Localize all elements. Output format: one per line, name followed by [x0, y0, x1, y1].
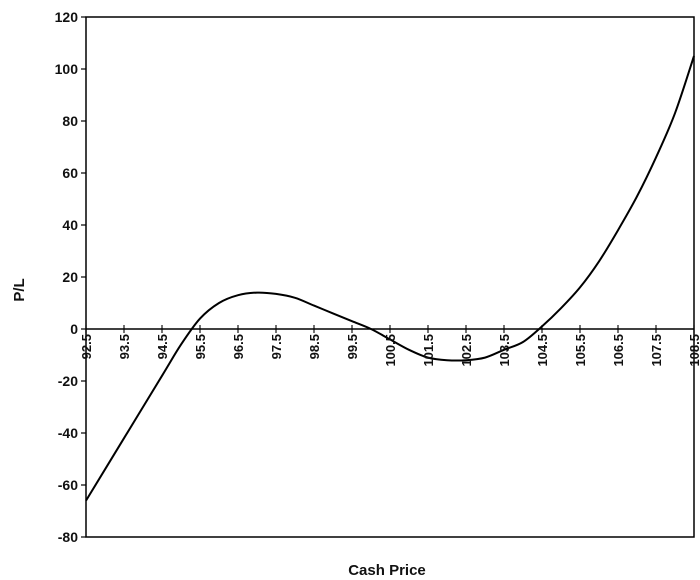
- x-axis-title: Cash Price: [348, 562, 426, 579]
- x-tick-label: 94.5: [155, 334, 170, 359]
- x-tick-label: 102.5: [459, 334, 474, 367]
- y-tick-label: 60: [62, 165, 78, 181]
- x-tick-label: 106.5: [611, 334, 626, 367]
- x-tick-label: 104.5: [535, 334, 550, 367]
- x-tick-label: 107.5: [649, 334, 664, 367]
- x-tick-label: 100.5: [383, 334, 398, 367]
- x-tick-label: 93.5: [117, 334, 132, 359]
- y-tick-label: -20: [58, 373, 78, 389]
- y-tick-label: -80: [58, 529, 78, 545]
- y-tick-label: 40: [62, 217, 78, 233]
- y-tick-label: 80: [62, 113, 78, 129]
- x-tick-label: 105.5: [573, 334, 588, 367]
- x-tick-label: 108.5: [687, 334, 700, 367]
- x-tick-label: 92.5: [79, 334, 94, 359]
- x-tick-label: 95.5: [193, 334, 208, 359]
- y-tick-label: 0: [70, 321, 78, 337]
- x-tick-label: 96.5: [231, 334, 246, 359]
- x-tick-label: 99.5: [345, 334, 360, 359]
- y-tick-label: -40: [58, 425, 78, 441]
- x-tick-label: 98.5: [307, 334, 322, 359]
- y-tick-label: 100: [55, 61, 79, 77]
- x-tick-label: 103.5: [497, 334, 512, 367]
- y-tick-label: -60: [58, 477, 78, 493]
- x-tick-label: 97.5: [269, 334, 284, 359]
- y-tick-label: 20: [62, 269, 78, 285]
- y-axis-title: P/L: [11, 278, 28, 301]
- y-tick-label: 120: [55, 9, 79, 25]
- x-tick-label: 101.5: [421, 334, 436, 367]
- plot-area-frame: [85, 16, 695, 538]
- pl-series-line: [85, 55, 695, 502]
